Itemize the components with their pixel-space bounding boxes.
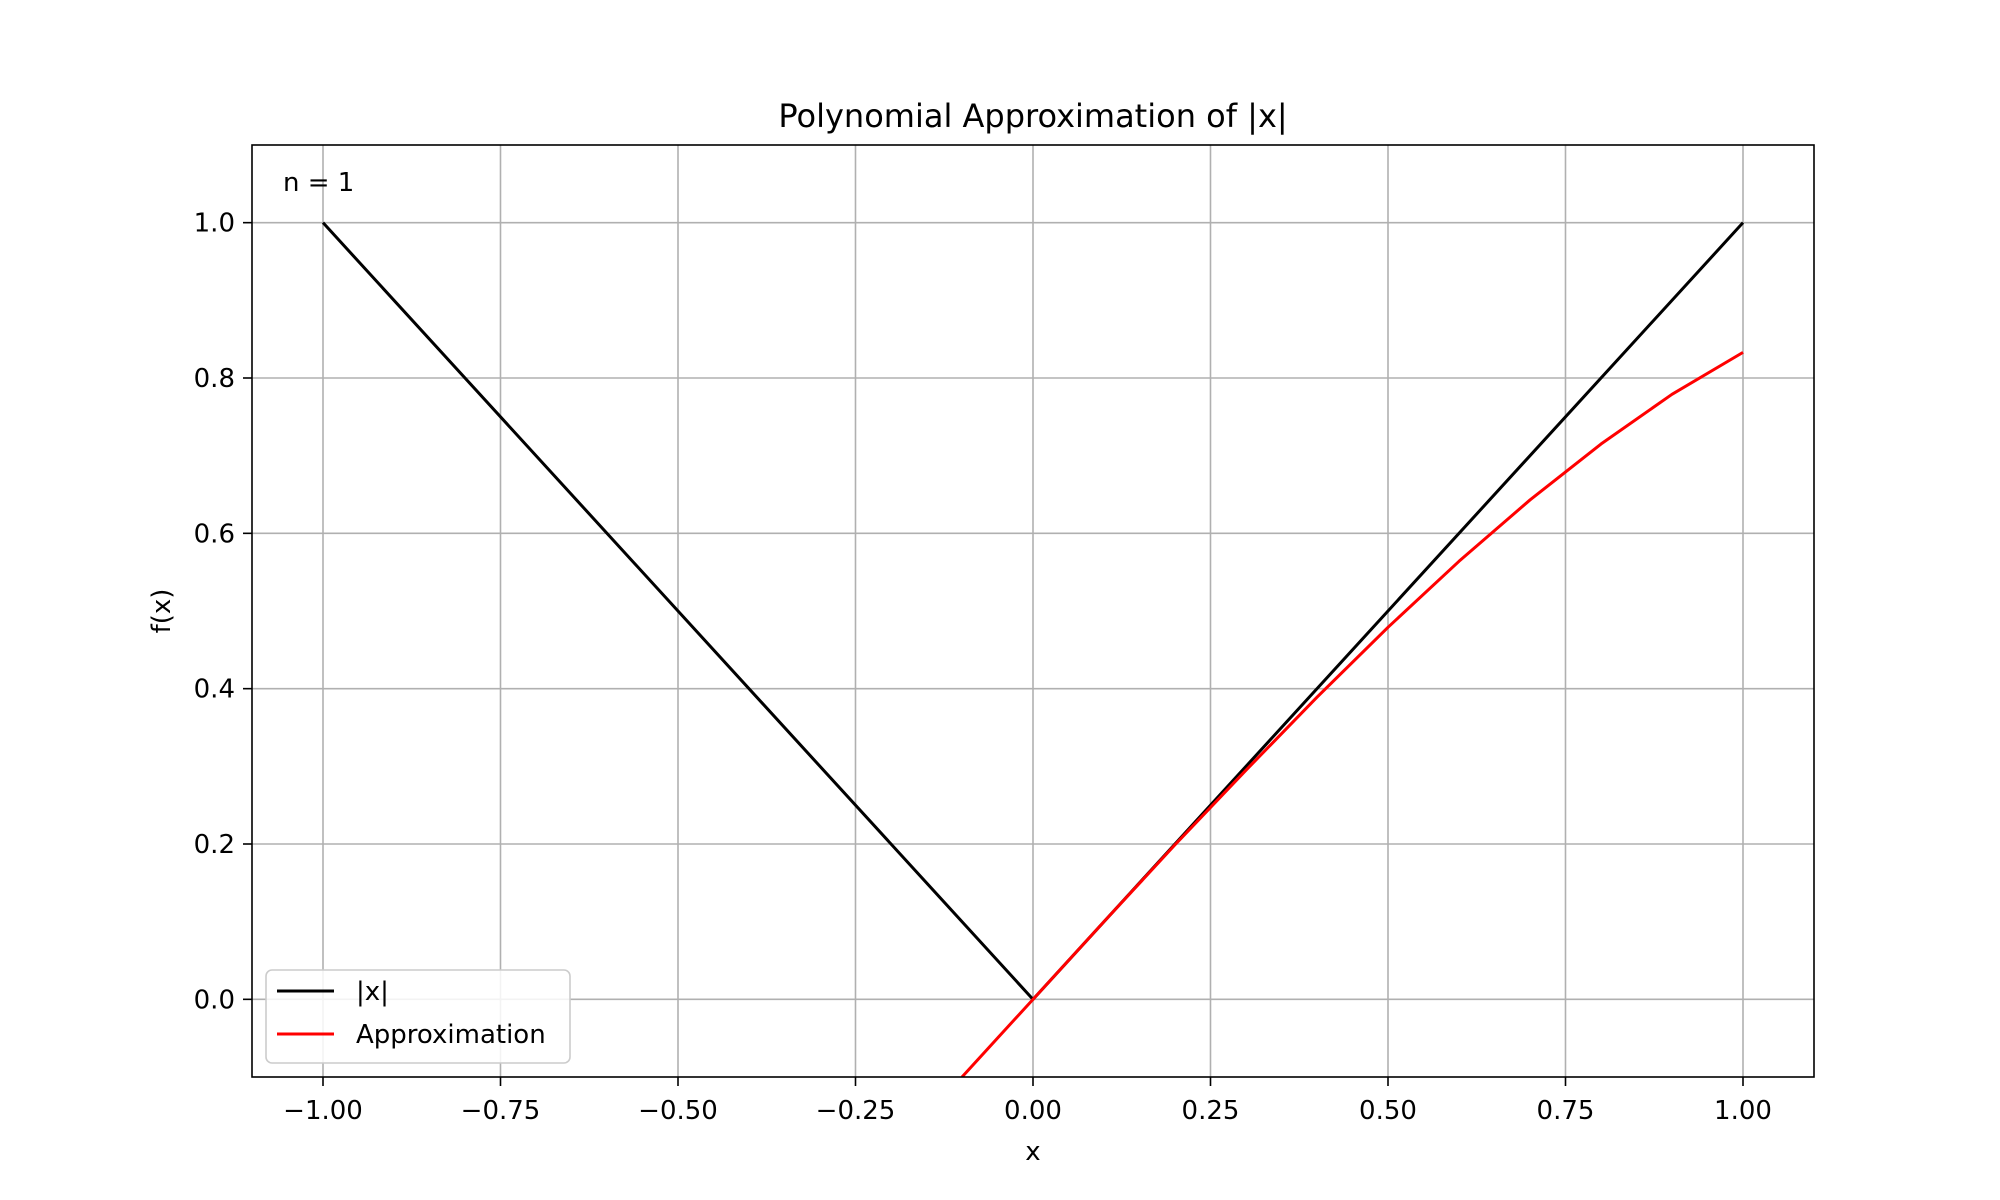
x-tick-label: −1.00 [283, 1096, 363, 1126]
x-tick-label: 0.00 [1004, 1096, 1062, 1126]
x-tick-label: 1.00 [1714, 1096, 1772, 1126]
y-tick-label: 0.4 [194, 675, 235, 705]
x-tick-label: −0.50 [638, 1096, 718, 1126]
y-tick-label: 0.6 [194, 519, 235, 549]
y-tick-label: 0.0 [194, 985, 235, 1015]
x-tick-label: −0.75 [461, 1096, 541, 1126]
legend-box [265, 969, 571, 1064]
x-tick-label: −0.25 [816, 1096, 896, 1126]
x-tick-label: 0.50 [1359, 1096, 1417, 1126]
series-line-approximation [960, 351, 1744, 1077]
x-axis-label: x [1025, 1137, 1040, 1167]
x-tick-label: 0.75 [1537, 1096, 1595, 1126]
y-axis-label: f(x) [147, 589, 177, 634]
annotation-n: n = 1 [283, 168, 354, 198]
y-tick-label: 0.8 [194, 364, 235, 394]
chart-title: Polynomial Approximation of |x| [778, 97, 1287, 135]
y-tick-label: 0.2 [194, 830, 235, 860]
axis-ticks: −1.00 −0.75 −0.50 −0.25 0.00 0.25 0.50 0.75 1.00… [194, 209, 1772, 1126]
legend: |x| Approximation [265, 969, 571, 1064]
x-tick-label: 0.25 [1182, 1096, 1240, 1126]
y-tick-label: 1.0 [194, 209, 235, 239]
legend-label-approximation: Approximation [356, 1020, 546, 1050]
legend-label-abs-x: |x| [356, 977, 389, 1007]
series-layer [321, 221, 1745, 1077]
